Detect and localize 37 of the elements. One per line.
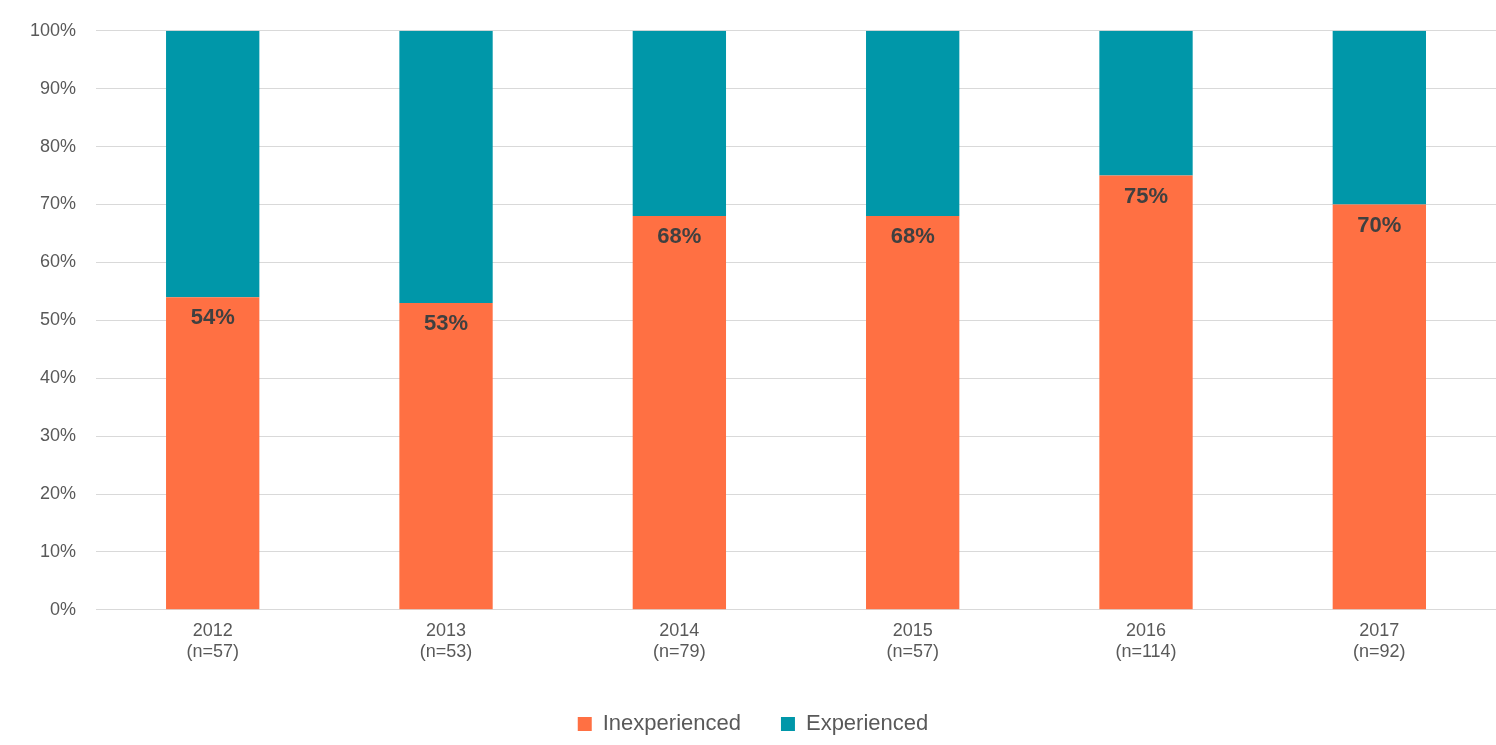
y-tick-label: 20% [40,482,77,503]
bar [866,30,960,217]
bar [166,30,260,298]
data-label: 54% [190,304,235,330]
bar [632,30,727,217]
y-tick-label: 40% [40,367,77,388]
bar [1099,175,1193,610]
bar [1332,204,1426,610]
x-tick-label: 2016 (n=114) [1115,619,1177,662]
bar [1099,30,1193,176]
data-label: 70% [1357,211,1402,237]
legend-label: Experienced [805,710,929,736]
x-tick-label: 2012 (n=57) [186,619,239,662]
x-tick-label: 2014 (n=79) [653,619,706,662]
x-tick-label: 2017 (n=92) [1353,619,1406,662]
y-tick-label: 80% [40,135,77,156]
y-tick-label: 100% [29,19,77,40]
data-label: 75% [1123,182,1169,208]
x-tick-label: 2013 (n=53) [419,619,473,662]
y-tick-label: 60% [40,251,77,272]
bar [1332,30,1426,205]
data-label: 53% [424,309,469,335]
bar [632,216,727,610]
data-label: 68% [657,223,702,249]
y-tick-label: 30% [40,425,77,446]
y-tick-label: 0% [50,598,77,619]
legend-label: Inexperienced [602,710,741,736]
y-tick-label: 90% [40,77,77,98]
y-tick-label: 70% [40,193,77,214]
x-tick-label: 2015 (n=57) [886,619,939,662]
bar [399,30,493,303]
data-label: 68% [890,223,935,249]
y-tick-label: 10% [40,540,77,561]
bar [866,216,960,610]
y-tick-label: 50% [40,309,77,330]
bar [166,297,260,610]
bar [399,302,493,610]
